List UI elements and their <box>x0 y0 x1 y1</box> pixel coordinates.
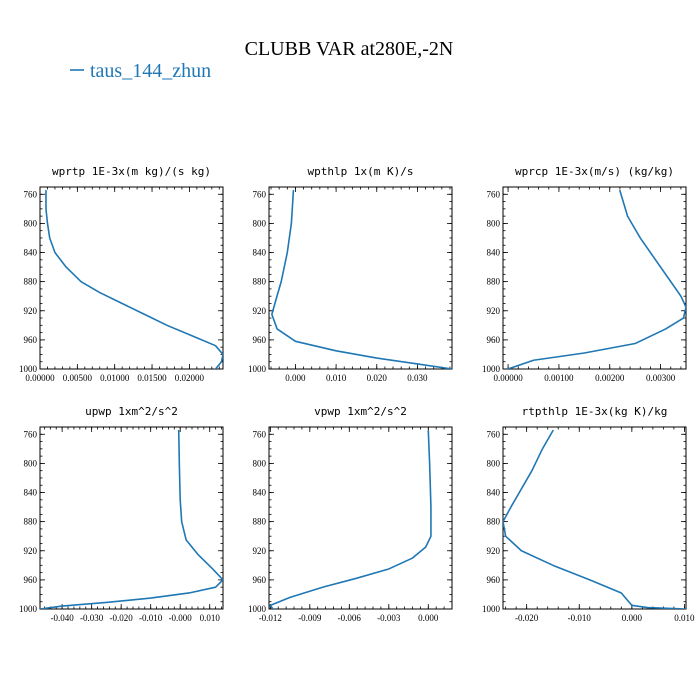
x-tick-label: 0.00500 <box>63 373 93 383</box>
panel-title: rtpthlp 1E-3x(kg K)/kg <box>522 405 668 418</box>
plot-frame <box>39 186 224 370</box>
y-tick-label: 1000 <box>248 364 267 374</box>
y-tick-label: 760 <box>253 189 267 199</box>
plot-frame <box>39 426 224 610</box>
x-tick-label: 0.01500 <box>137 373 167 383</box>
x-tick-label: -0.020 <box>110 613 134 623</box>
y-tick-label: 920 <box>24 306 38 316</box>
y-tick-label: 760 <box>253 429 267 439</box>
x-tick-label: -0.020 <box>515 613 539 623</box>
y-tick-label: 880 <box>24 517 38 527</box>
series-line <box>507 189 686 369</box>
panel-5: vpwp 1xm^2/s^27608008408809209601000-0.0… <box>248 405 453 623</box>
plot-frame <box>502 186 687 370</box>
series-line <box>269 429 432 609</box>
y-tick-label: 880 <box>253 517 267 527</box>
x-tick-label: 0.00000 <box>493 373 523 383</box>
x-tick-label: -0.010 <box>139 613 163 623</box>
series-line <box>40 429 223 609</box>
series-line <box>45 189 223 369</box>
plot-frame <box>268 426 453 610</box>
y-tick-label: 840 <box>487 488 501 498</box>
y-tick-label: 960 <box>253 335 267 345</box>
x-tick-label: -0.003 <box>377 613 401 623</box>
figure-title: CLUBB VAR at280E,-2N <box>245 38 454 60</box>
panel-title: wprtp 1E-3x(m kg)/(s kg) <box>52 165 211 178</box>
x-tick-label: -0.010 <box>568 613 592 623</box>
panel-title: upwp 1xm^2/s^2 <box>85 405 178 418</box>
y-tick-label: 1000 <box>19 364 38 374</box>
x-tick-label: 0.020 <box>367 373 388 383</box>
y-tick-label: 800 <box>487 458 501 468</box>
y-tick-label: 760 <box>487 429 501 439</box>
panels-group: wprtp 1E-3x(m kg)/(s kg) 760 800 840 880 920 9… <box>19 165 695 623</box>
x-tick-label: 0.010 <box>674 613 695 623</box>
panel-title: wprcp 1E-3x(m/s) (kg/kg) <box>515 165 674 178</box>
y-tick-label: 840 <box>253 488 267 498</box>
y-tick-label: 1000 <box>248 604 267 614</box>
x-tick-label: 0.010 <box>326 373 347 383</box>
x-tick-label: 0.01000 <box>100 373 130 383</box>
y-tick-label: 920 <box>24 546 38 556</box>
y-tick-label: 880 <box>487 517 501 527</box>
y-tick-label: 960 <box>253 575 267 585</box>
y-tick-label: 920 <box>487 546 501 556</box>
x-tick-label: 0.000 <box>418 613 439 623</box>
y-tick-label: 840 <box>24 488 38 498</box>
y-tick-label: 960 <box>487 575 501 585</box>
y-tick-label: 960 <box>487 335 501 345</box>
y-tick-label: 800 <box>24 218 38 228</box>
y-tick-label: 760 <box>24 429 38 439</box>
x-tick-label: -0.009 <box>298 613 322 623</box>
y-tick-label: 960 <box>24 335 38 345</box>
y-tick-label: 880 <box>487 277 501 287</box>
x-tick-label: 0.000 <box>622 613 643 623</box>
y-tick-label: 1000 <box>482 604 501 614</box>
panel-title: wpthlp 1x(m K)/s <box>308 165 414 178</box>
x-tick-label: -0.000 <box>169 613 193 623</box>
panel-2: wpthlp 1x(m K)/s 760 800 840 880 920 960 1000 0.… <box>248 165 453 383</box>
x-tick-label: -0.006 <box>338 613 362 623</box>
plot-frame <box>502 426 687 610</box>
y-tick-label: 760 <box>24 189 38 199</box>
panel-3: wprcp 1E-3x(m/s) (kg/kg) 760 800 840 880 920 9… <box>482 165 687 383</box>
x-tick-label: 0.00300 <box>646 373 676 383</box>
series-line <box>271 189 452 369</box>
x-tick-label: 0.030 <box>407 373 428 383</box>
panel-4: upwp 1xm^2/s^2 760 800 840 880 920 960 1000 -0.0… <box>19 405 224 623</box>
x-tick-label: 0.00000 <box>25 373 55 383</box>
x-tick-label: 0.000 <box>285 373 306 383</box>
y-tick-label: 1000 <box>19 604 38 614</box>
y-tick-label: 760 <box>487 189 501 199</box>
y-tick-label: 880 <box>24 277 38 287</box>
y-tick-label: 800 <box>253 458 267 468</box>
y-tick-label: 800 <box>24 458 38 468</box>
x-tick-label: 0.02000 <box>175 373 205 383</box>
y-tick-label: 1000 <box>482 364 501 374</box>
y-tick-label: 960 <box>24 575 38 585</box>
y-tick-label: 840 <box>253 248 267 258</box>
x-tick-label: -0.012 <box>259 613 282 623</box>
x-tick-label: -0.030 <box>80 613 104 623</box>
series-line <box>503 429 686 609</box>
x-tick-label: -0.040 <box>51 613 75 623</box>
y-tick-label: 880 <box>253 277 267 287</box>
y-tick-label: 920 <box>487 306 501 316</box>
panel-title: vpwp 1xm^2/s^2 <box>314 405 407 418</box>
x-tick-label: 0.00200 <box>595 373 625 383</box>
y-tick-label: 840 <box>487 248 501 258</box>
y-tick-label: 920 <box>253 306 267 316</box>
x-tick-label: 0.00100 <box>544 373 574 383</box>
y-tick-label: 920 <box>253 546 267 556</box>
panel-6: rtpthlp 1E-3x(kg K)/kg 760 800 840 880 920 960… <box>482 405 695 623</box>
x-tick-label: 0.010 <box>200 613 221 623</box>
y-tick-label: 840 <box>24 248 38 258</box>
y-tick-label: 800 <box>253 218 267 228</box>
panel-1: wprtp 1E-3x(m kg)/(s kg) 760 800 840 880 920 9… <box>19 165 224 383</box>
y-tick-label: 800 <box>487 218 501 228</box>
legend-label: taus_144_zhun <box>90 60 211 82</box>
